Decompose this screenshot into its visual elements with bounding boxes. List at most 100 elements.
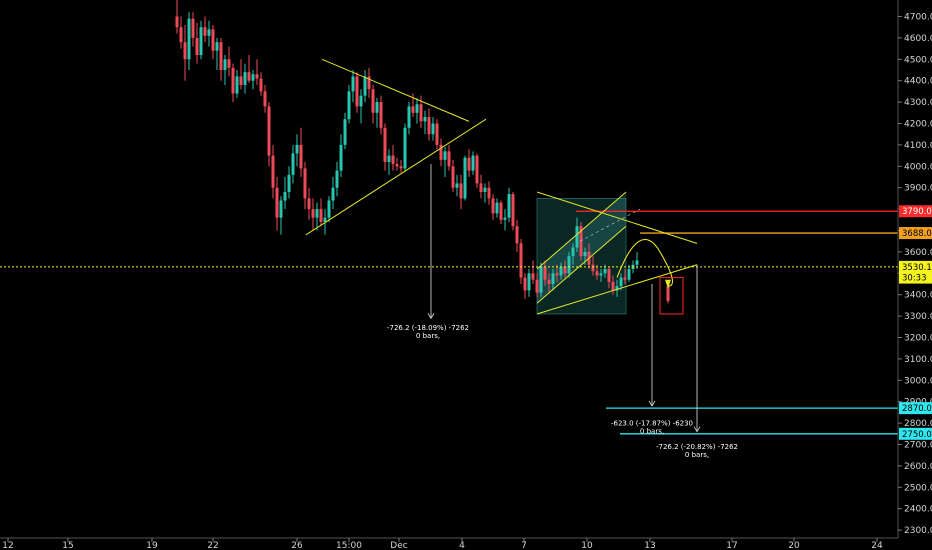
measure-arrowhead (648, 400, 656, 407)
time-tick-label: 15:00 (336, 541, 362, 550)
price-tick-label: 4500.0 (904, 55, 932, 65)
candle-body (463, 157, 467, 199)
price-tick-label: 3900.0 (904, 184, 932, 194)
candle-body (391, 155, 395, 165)
price-tick-label: 2300.0 (904, 526, 932, 536)
candle-body (243, 72, 247, 85)
candle-body (219, 42, 223, 70)
candle-body (263, 91, 267, 107)
price-tag-label: 30:33 (902, 274, 927, 284)
price-tag (899, 427, 932, 440)
candle-body (515, 226, 519, 244)
candle-body (467, 157, 471, 171)
projection-curve (616, 239, 674, 287)
drawings-layer (0, 58, 898, 435)
candle-body (471, 155, 475, 171)
candle-body (419, 104, 423, 122)
candle-body (311, 209, 315, 218)
candle-body (495, 202, 499, 214)
candle-body (247, 72, 251, 81)
candle-body (567, 256, 571, 274)
candle-body (183, 42, 187, 60)
price-tick-label: 3400.0 (904, 291, 932, 301)
candle-body (623, 277, 627, 280)
candle-body (619, 277, 623, 287)
candle-body (499, 202, 503, 220)
candle-body (203, 27, 207, 36)
candle-body (395, 164, 399, 167)
candle-body (323, 217, 327, 222)
candle-body (483, 187, 487, 192)
candle-body (387, 155, 391, 163)
price-tick-label: 3300.0 (904, 312, 932, 322)
time-tick-label: 17 (726, 541, 737, 550)
candle-body (195, 37, 199, 56)
candle-body (239, 76, 243, 85)
candle-body (607, 269, 611, 282)
time-tick-label: 15 (62, 541, 73, 550)
candle-body (611, 281, 615, 291)
candle-body (507, 194, 511, 218)
time-tick-label: 13 (644, 541, 655, 550)
candle-body (179, 27, 183, 43)
candle-body (411, 106, 415, 113)
candle-body (367, 76, 371, 90)
trend-line (536, 191, 698, 244)
time-tick-label: 4 (459, 541, 465, 550)
candle-body (211, 29, 215, 51)
trend-line (536, 225, 627, 304)
candle-body (375, 102, 379, 113)
candle-body (207, 29, 211, 36)
candle-body (455, 183, 459, 188)
price-tick-label: 4600.0 (904, 34, 932, 44)
candle-body (271, 155, 275, 188)
candle-body (595, 271, 599, 276)
price-tick-label: 3100.0 (904, 355, 932, 365)
measure-arrowhead (693, 426, 701, 433)
price-tag (899, 205, 932, 218)
measure-label: -726.2 (-18.09%) -7262 (387, 324, 469, 332)
price-tag-label: 3530.1 (902, 263, 932, 273)
candle-body (543, 266, 547, 280)
annotations-layer: -726.2 (-18.09%) -7262 0 bars,-623.0 (-17… (387, 324, 738, 459)
candle-body (403, 127, 407, 169)
candle-body (447, 151, 451, 167)
candle-body (259, 78, 263, 92)
candle-body (299, 144, 303, 169)
candle-body (535, 279, 539, 293)
candle-body (666, 286, 670, 302)
price-tag-label: 2870.0 (902, 404, 932, 414)
trend-line (536, 191, 627, 270)
candle-body (343, 119, 347, 145)
measure-label: 0 bars, (640, 428, 664, 436)
measure-label: -623.0 (-17.87%) -6230 (611, 420, 693, 428)
candle-body (407, 106, 411, 128)
candle-body (359, 95, 363, 107)
time-tick-label: 22 (207, 541, 218, 550)
candle-body (287, 174, 291, 192)
time-tick-label: 19 (146, 541, 158, 550)
price-tag-label: 3790.0 (902, 207, 932, 217)
candle-body (227, 59, 231, 68)
time-tick-label: 26 (291, 541, 303, 550)
candle-body (415, 104, 419, 113)
trend-line (321, 58, 470, 122)
candle-body (571, 247, 575, 257)
time-tick-label: Dec (390, 541, 407, 550)
projection-arrowhead (665, 279, 671, 289)
time-tick-label: 7 (521, 541, 527, 550)
candle-body (275, 187, 279, 218)
candle-body (431, 123, 435, 135)
candle-body (251, 74, 255, 81)
price-tick-label: 4300.0 (904, 98, 932, 108)
candle-body (347, 91, 351, 120)
price-tick-label: 2800.0 (904, 419, 932, 429)
candle-body (443, 151, 447, 160)
candle-body (511, 194, 515, 227)
candle-body (307, 198, 311, 210)
candle-body (255, 74, 259, 79)
price-tick-label: 4400.0 (904, 77, 932, 87)
candle-body (339, 144, 343, 171)
candle-body (475, 155, 479, 184)
